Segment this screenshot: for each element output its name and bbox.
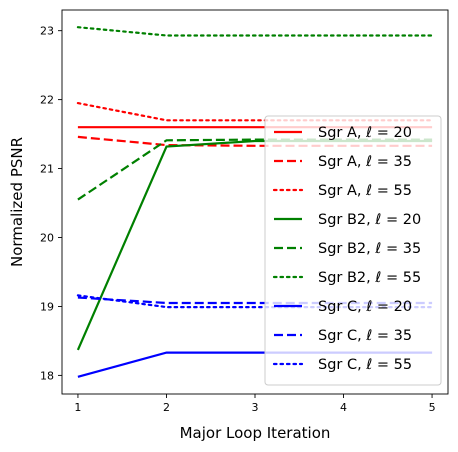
legend-entry: Sgr B2, ℓ = 55 <box>272 270 421 286</box>
y-tick-label: 18 <box>40 369 54 382</box>
series-line-8 <box>77 296 433 305</box>
y-axis-label: Normalized PSNR <box>8 137 26 267</box>
legend-entry: Sgr C, ℓ = 55 <box>272 357 412 373</box>
series-line-2 <box>77 135 433 147</box>
legend-label: Sgr B2, ℓ = 35 <box>318 241 421 257</box>
legend-box <box>264 115 442 386</box>
legend-label: Sgr A, ℓ = 20 <box>318 125 412 141</box>
x-tick-label: 3 <box>252 401 259 414</box>
legend-label: Sgr C, ℓ = 35 <box>318 328 412 344</box>
y-tick-label: 21 <box>40 163 54 176</box>
x-tick-label: 1 <box>74 401 81 414</box>
series-line-6 <box>76 26 434 37</box>
legend-label: Sgr C, ℓ = 20 <box>318 299 412 315</box>
x-tick-label: 2 <box>163 401 170 414</box>
y-tick-label: 23 <box>40 25 54 38</box>
y-tick-label: 22 <box>40 94 54 107</box>
y-tick-label: 20 <box>40 232 54 245</box>
legend-entry: Sgr A, ℓ = 55 <box>272 183 412 199</box>
x-axis-label: Major Loop Iteration <box>180 424 331 442</box>
x-tick-labels: 1 2 3 4 5 <box>74 401 435 414</box>
legend-entry: Sgr A, ℓ = 20 <box>274 125 412 141</box>
y-tick-labels: 18 19 20 21 22 23 <box>40 25 54 383</box>
legend-label: Sgr A, ℓ = 55 <box>318 183 412 199</box>
legend-entry: Sgr C, ℓ = 20 <box>274 299 412 315</box>
legend-label: Sgr A, ℓ = 35 <box>318 154 412 170</box>
y-tick-label: 19 <box>40 300 54 313</box>
legend-entry: Sgr C, ℓ = 35 <box>274 328 412 344</box>
legend-entry: Sgr A, ℓ = 35 <box>274 154 412 170</box>
x-tick-label: 5 <box>429 401 436 414</box>
legend-label: Sgr C, ℓ = 55 <box>318 357 412 373</box>
x-tick-label: 4 <box>340 401 347 414</box>
legend-label: Sgr B2, ℓ = 55 <box>318 270 421 286</box>
tick-marks <box>58 30 433 398</box>
series-line-3 <box>76 101 434 122</box>
legend-entry: Sgr B2, ℓ = 20 <box>274 212 421 228</box>
legend-entry: Sgr B2, ℓ = 35 <box>274 241 421 257</box>
legend-label: Sgr B2, ℓ = 20 <box>318 212 421 228</box>
legend: Sgr A, ℓ = 20 Sgr A, ℓ = 35 Sgr A, ℓ = 55 S… <box>264 115 442 386</box>
